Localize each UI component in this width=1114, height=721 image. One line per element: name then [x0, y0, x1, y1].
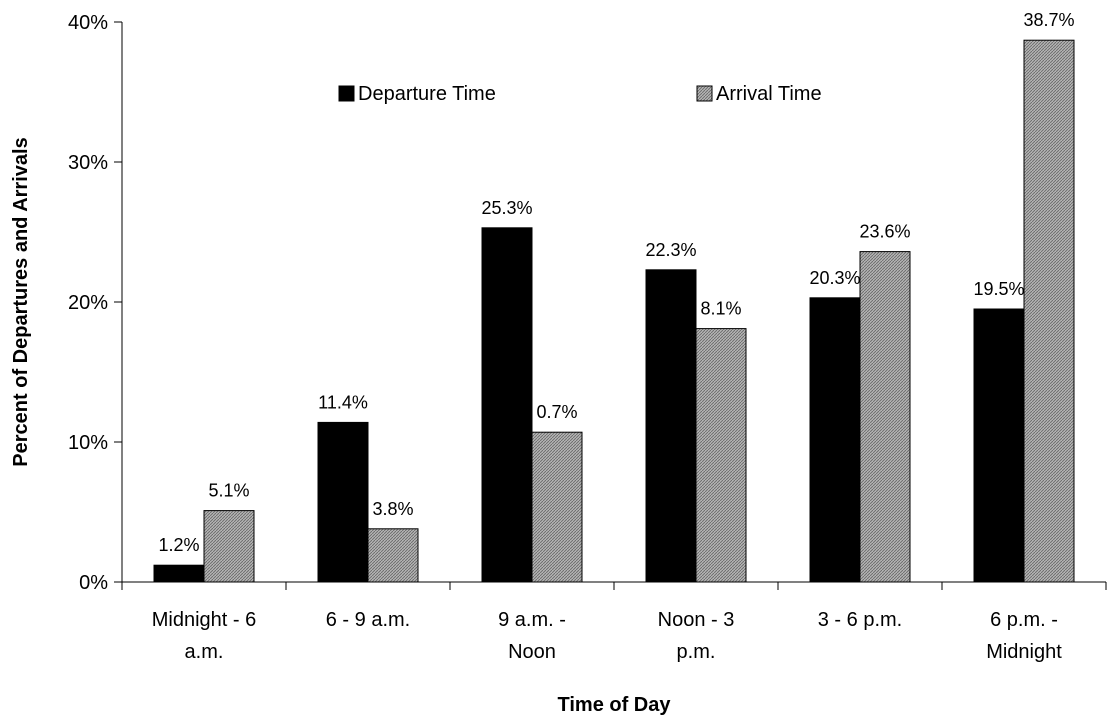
- departure-bar: [481, 227, 533, 583]
- x-tick-label: Noon - 3: [658, 609, 735, 631]
- legend-label-departure: Departure Time: [358, 83, 496, 105]
- arrival-bar: [531, 431, 583, 583]
- arrival-bar: [367, 528, 419, 583]
- data-label: 25.3%: [481, 198, 532, 218]
- y-axis-title: Percent of Departures and Arrivals: [10, 137, 32, 466]
- data-label: 20.3%: [809, 268, 860, 288]
- data-label: 22.3%: [645, 240, 696, 260]
- chart-data-labels: 1.2% 11.4% 25.3% 22.3% 20.3% 19.5% 5.1% 3.8% 0.7…: [158, 10, 1074, 555]
- arrival-bar: [695, 328, 747, 583]
- legend-label-arrival: Arrival Time: [716, 83, 822, 105]
- data-label: 3.8%: [372, 499, 413, 519]
- data-label: 1.2%: [158, 535, 199, 555]
- x-tick-label: 9 a.m. -: [498, 609, 566, 631]
- data-label: 8.1%: [700, 299, 741, 319]
- departure-bar: [973, 308, 1025, 583]
- arrival-bar: [859, 251, 911, 583]
- chart-axes: 0% 10% 20% 30% 40% Midnight - 6 a.m. 6 - 9 a.m.…: [10, 12, 1107, 716]
- chart-legend: Departure Time Arrival Time: [338, 83, 822, 105]
- x-tick-label: 3 - 6 p.m.: [818, 609, 902, 631]
- y-tick-label: 20%: [68, 292, 108, 314]
- data-label: 23.6%: [859, 222, 910, 242]
- data-label: 11.4%: [318, 392, 368, 412]
- y-tick-label: 40%: [68, 12, 108, 34]
- x-tick-label: Noon: [508, 641, 556, 663]
- departure-bar: [317, 421, 369, 583]
- x-tick-label: Midnight: [986, 641, 1062, 663]
- x-tick-label: Midnight - 6: [152, 609, 257, 631]
- data-label: 19.5%: [973, 279, 1024, 299]
- x-tick-label: 6 p.m. -: [990, 609, 1058, 631]
- departure-bar: [645, 269, 697, 583]
- data-label: 38.7%: [1023, 10, 1074, 30]
- x-axis-title: Time of Day: [558, 694, 672, 716]
- x-tick-label: p.m.: [677, 641, 716, 663]
- legend-swatch-arrival: [696, 85, 713, 102]
- chart-bars: [153, 39, 1075, 583]
- x-tick-label: a.m.: [185, 641, 224, 663]
- departure-bar: [809, 297, 861, 583]
- y-tick-label: 30%: [68, 152, 108, 174]
- y-tick-label: 10%: [68, 432, 108, 454]
- x-tick-label: 6 - 9 a.m.: [326, 609, 410, 631]
- departure-bar: [153, 564, 205, 583]
- legend-swatch-departure: [338, 85, 355, 102]
- data-label: 0.7%: [536, 402, 577, 422]
- y-tick-label: 0%: [79, 572, 108, 594]
- arrival-bar: [203, 510, 255, 583]
- arrival-bar: [1023, 39, 1075, 583]
- data-label: 5.1%: [208, 481, 249, 501]
